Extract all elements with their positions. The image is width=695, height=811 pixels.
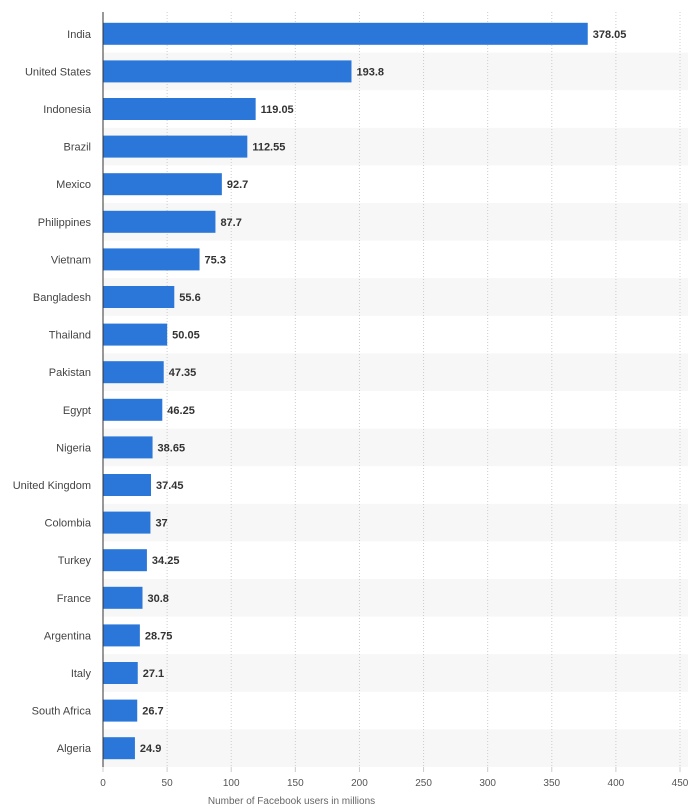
category-label: Philippines <box>38 217 92 229</box>
bar <box>103 662 138 684</box>
row-band <box>103 503 688 542</box>
value-label: 87.7 <box>220 217 241 229</box>
bar <box>103 210 216 233</box>
bars <box>103 22 588 760</box>
value-label: 119.05 <box>261 104 294 116</box>
row-band <box>103 729 688 767</box>
value-label: 92.7 <box>227 179 248 191</box>
value-label: 378.05 <box>593 29 627 41</box>
category-label: United States <box>25 66 92 78</box>
category-label: Vietnam <box>51 254 91 266</box>
x-tick-label: 350 <box>543 778 560 789</box>
value-label: 24.9 <box>140 743 161 755</box>
category-label: South Africa <box>32 706 92 718</box>
row-bands <box>103 52 688 767</box>
row-band <box>103 278 688 316</box>
bar <box>103 549 147 572</box>
row-band <box>103 353 688 391</box>
category-label: Italy <box>71 668 92 680</box>
bar <box>103 361 164 384</box>
value-label: 50.05 <box>172 330 200 342</box>
bar <box>103 398 163 421</box>
value-label: 46.25 <box>167 405 195 417</box>
value-label: 47.35 <box>169 367 197 379</box>
category-label: Argentina <box>44 630 92 642</box>
bar <box>103 248 200 271</box>
row-band <box>103 579 688 617</box>
category-label: Pakistan <box>49 367 91 379</box>
x-tick-label: 100 <box>223 778 240 789</box>
value-label: 30.8 <box>147 593 168 605</box>
x-tick-label: 50 <box>162 778 174 789</box>
value-label: 55.6 <box>179 292 200 304</box>
value-label: 28.75 <box>145 630 173 642</box>
x-tick-label: 400 <box>608 778 625 789</box>
bar <box>103 436 153 459</box>
bar <box>103 737 135 760</box>
value-labels: 378.05 193.8 119.05 112.55 92.7 87.7 75.3 55.6 5… <box>140 29 626 755</box>
category-label: Brazil <box>63 142 91 154</box>
bar <box>103 98 256 120</box>
bar <box>103 511 151 534</box>
x-tick-label: 450 <box>672 778 689 789</box>
category-labels: India United States Indonesia Brazil Mexico P… <box>13 29 92 755</box>
category-label: France <box>57 593 91 605</box>
value-label: 27.1 <box>143 668 164 680</box>
x-tick-label: 0 <box>100 778 106 789</box>
value-label: 34.25 <box>152 555 180 567</box>
bar <box>103 173 222 196</box>
category-label: Mexico <box>56 179 91 191</box>
bar <box>103 286 175 308</box>
row-band <box>103 654 688 692</box>
row-band <box>103 428 688 467</box>
category-label: Nigeria <box>56 442 92 454</box>
value-label: 193.8 <box>356 66 384 78</box>
x-tick-label: 150 <box>287 778 304 789</box>
bar <box>103 474 152 496</box>
category-label: Egypt <box>63 405 91 417</box>
bar <box>103 699 138 722</box>
value-label: 37 <box>155 518 167 530</box>
value-label: 37.45 <box>156 480 184 492</box>
category-label: India <box>67 29 92 41</box>
x-tick-label: 300 <box>479 778 496 789</box>
bar <box>103 624 140 647</box>
category-label: Turkey <box>58 555 92 567</box>
value-label: 75.3 <box>205 254 226 266</box>
bar <box>103 135 248 158</box>
category-label: Algeria <box>57 743 92 755</box>
bar <box>103 586 143 609</box>
value-label: 26.7 <box>142 706 163 718</box>
bar <box>103 22 588 45</box>
category-label: United Kingdom <box>13 480 91 492</box>
x-tick-label: 250 <box>415 778 432 789</box>
category-label: Thailand <box>49 330 91 342</box>
category-label: Indonesia <box>43 104 92 116</box>
value-label: 38.65 <box>158 442 186 454</box>
bar <box>103 323 168 346</box>
category-label: Bangladesh <box>33 292 91 304</box>
x-axis: 0 50 100 150 200 250 300 350 400 450 <box>100 12 689 789</box>
value-label: 112.55 <box>252 142 285 154</box>
x-tick-label: 200 <box>351 778 368 789</box>
x-axis-title: Number of Facebook users in millions <box>208 796 375 807</box>
category-label: Colombia <box>45 518 92 530</box>
bar <box>103 60 352 83</box>
